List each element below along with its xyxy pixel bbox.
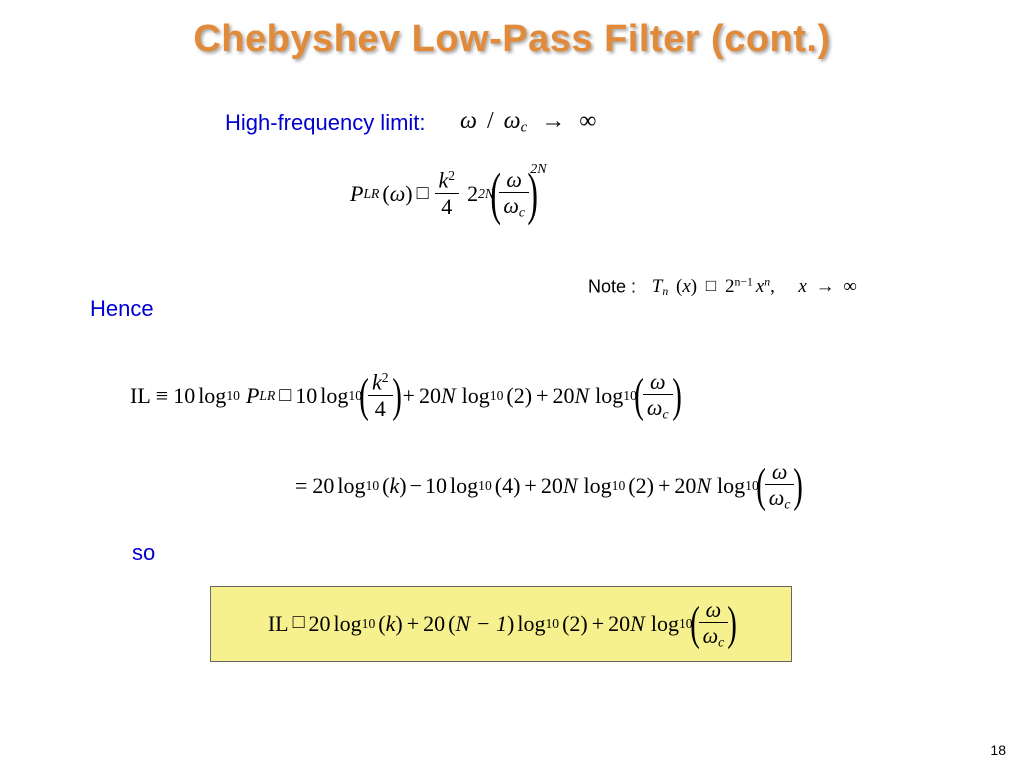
infinity: ∞ — [579, 108, 596, 134]
equals: = — [295, 473, 307, 499]
slide-title: Chebyshev Low-Pass Filter (cont.) — [0, 18, 1024, 61]
approx-glyph: □ — [417, 182, 429, 205]
IL: IL — [130, 383, 151, 409]
k2over4: k2 4 — [435, 168, 460, 220]
outer-exp: 2N — [530, 162, 546, 178]
eq-final: IL □ 20log10 (k) + 20(N − 1) log10 (2) +… — [268, 598, 734, 651]
arrow: → — [541, 108, 565, 134]
eq-plr: PLR (ω) □ k2 4 22N ( ω ωc ) 2N — [350, 168, 547, 221]
hf-limit-expr: ω / ωc → ∞ — [460, 108, 596, 137]
page-number: 18 — [990, 742, 1006, 758]
note: Note : Tn (x) □ 2n−1xn, x → ∞ — [588, 276, 857, 299]
so-label: so — [132, 540, 155, 566]
base2: 2 — [467, 181, 478, 207]
omega-ratio: ω ωc — [499, 168, 529, 221]
note-label: Note : — [588, 276, 636, 296]
omega: ω — [460, 108, 477, 134]
final-result-box: IL □ 20log10 (k) + 20(N − 1) log10 (2) +… — [210, 586, 792, 662]
hence-label: Hence — [90, 296, 154, 322]
eq-il-line2: = 20log10 (k) − 10log10 (4) + 20N log10 … — [290, 460, 800, 513]
P: P — [350, 181, 363, 207]
omega-arg: ω — [390, 181, 406, 207]
LR-sub: LR — [363, 186, 379, 202]
omega-c: ωc — [504, 108, 528, 134]
hf-limit-label: High-frequency limit: — [225, 110, 426, 136]
lparen: ( — [490, 171, 501, 217]
equiv: ≡ — [156, 383, 168, 409]
eq-il-line1: IL ≡ 10log10 PLR □ 10log10 ( k2 4 ) + 20… — [130, 370, 679, 423]
slash: / — [487, 108, 494, 134]
